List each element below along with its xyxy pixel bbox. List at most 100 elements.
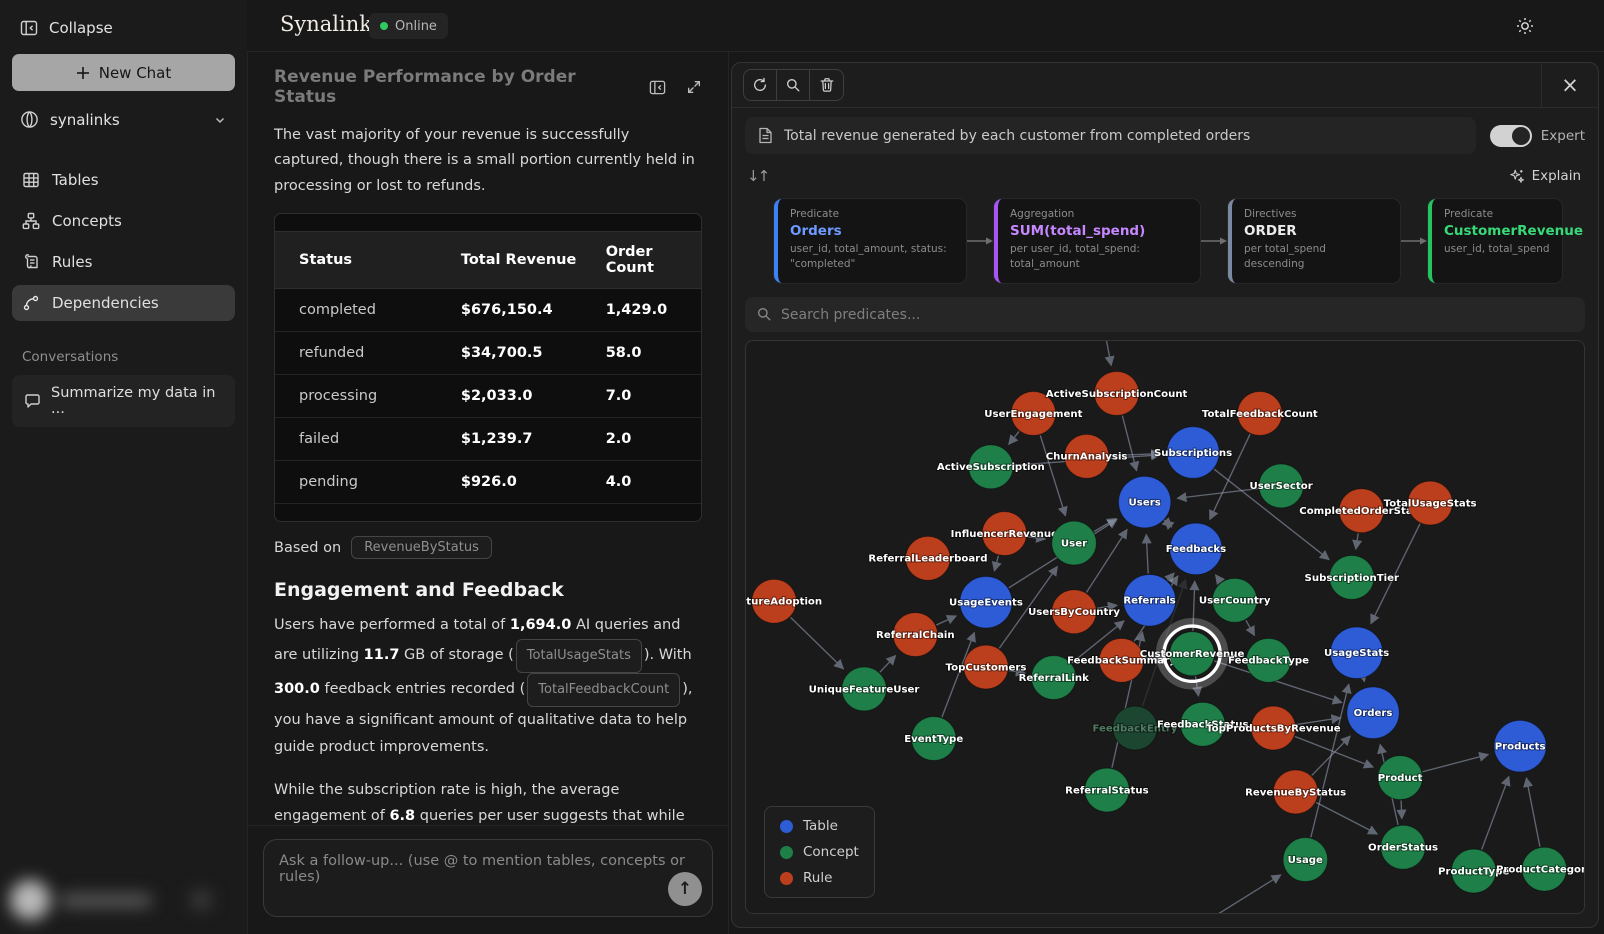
revenue-table: Status Total Revenue Order Count complet…: [274, 213, 702, 523]
collapse-chat-panel-icon[interactable]: [649, 79, 666, 96]
pipeline-step-sum-total-spend-[interactable]: Aggregation SUM(total_spend) per user_id, …: [994, 199, 1200, 283]
sidebar-item-dependencies[interactable]: Dependencies: [12, 285, 235, 321]
graph-node-FeatureAdoption[interactable]: FeatureAdoption: [746, 578, 823, 624]
graph-node-FeedbackEntry[interactable]: FeedbackEntry: [1091, 705, 1179, 751]
graph-node-SubscriptionTier[interactable]: SubscriptionTier: [1304, 555, 1400, 600]
node-label: Products: [1495, 742, 1546, 753]
highlight-glow: [1155, 617, 1229, 690]
expert-label: Expert: [1540, 127, 1585, 144]
graph-edge: [1189, 580, 1200, 631]
legend-dot: [780, 819, 793, 833]
sidebar-item-tables[interactable]: Tables: [12, 162, 235, 198]
highlight-ring: [1162, 624, 1222, 684]
graph-node-ReferralLeaderboard[interactable]: ReferralLeaderboard: [867, 535, 988, 581]
node-label: UsageEvents: [949, 598, 1023, 609]
graph-node-InfluencerRevenue[interactable]: InfluencerRevenue: [950, 511, 1059, 556]
graph-node-ReferralChain[interactable]: ReferralChain: [875, 612, 956, 658]
graph-node-Subscriptions[interactable]: Subscriptions: [1153, 426, 1233, 479]
pipeline-step-customerrevenue[interactable]: Predicate CustomerRevenue user_id, total_s…: [1428, 199, 1583, 283]
sidebar-item-concepts[interactable]: Concepts: [12, 203, 235, 239]
graph-node-ChurnAnalysis[interactable]: ChurnAnalysis: [1045, 433, 1128, 479]
composer: ↑: [248, 825, 728, 934]
query-summary[interactable]: Total revenue generated by each customer…: [745, 117, 1476, 154]
graph-node-Orders[interactable]: Orders: [1346, 686, 1400, 740]
graph-node-UsersByCountry[interactable]: UsersByCountry: [1027, 589, 1121, 635]
theme-toggle-button[interactable]: [1516, 17, 1534, 35]
pipeline-step-order[interactable]: Directives ORDER per total_spend descendin…: [1228, 199, 1400, 283]
conversation-title: Summarize my data in ...: [51, 385, 216, 417]
graph-edge: [1071, 620, 1125, 664]
search-predicates-input[interactable]: [745, 297, 1585, 332]
explain-button[interactable]: Explain: [1509, 168, 1581, 184]
graph-node-Products[interactable]: Products: [1493, 719, 1547, 773]
graph-node-Product[interactable]: Product: [1377, 755, 1424, 801]
graph-node-ReferralStatus[interactable]: ReferralStatus: [1064, 767, 1150, 813]
graph-node-ReferralLink[interactable]: ReferralLink: [1018, 655, 1090, 700]
refresh-button[interactable]: [744, 70, 777, 100]
source-chip[interactable]: RevenueByStatus: [351, 536, 492, 560]
expand-icon[interactable]: [686, 79, 702, 95]
sidebar-item-rules[interactable]: Rules: [12, 244, 235, 280]
workspace-selector[interactable]: synalinks: [12, 103, 235, 136]
node-circle: [1493, 719, 1547, 773]
collapse-sidebar-button[interactable]: Collapse: [12, 12, 235, 44]
graph-node-FeedbackSummary[interactable]: FeedbackSummary: [1066, 637, 1177, 683]
graph-node-RevenueByStatus[interactable]: RevenueByStatus: [1244, 769, 1347, 815]
node-circle: [1169, 631, 1215, 677]
document-icon: [758, 127, 773, 144]
graph-node-ProductType[interactable]: ProductType: [1437, 848, 1510, 894]
graph-node-UserEngagement[interactable]: UserEngagement: [983, 391, 1084, 436]
pipeline-arrow-icon: [966, 236, 994, 246]
expert-toggle[interactable]: [1489, 124, 1532, 147]
graph-node-ActiveSubscription[interactable]: ActiveSubscription: [936, 444, 1046, 490]
send-button[interactable]: ↑: [668, 872, 702, 906]
graph-node-Referrals[interactable]: Referrals: [1122, 574, 1177, 627]
node-label: TopCustomers: [946, 662, 1027, 673]
graph-edge: [1214, 574, 1226, 586]
conversation-item[interactable]: Summarize my data in ...: [12, 375, 235, 427]
graph-node-Feedbacks[interactable]: Feedbacks: [1165, 522, 1227, 576]
graph-node-TopProductsByRevenue[interactable]: TopProductsByRevenue: [1205, 705, 1342, 751]
trash-button[interactable]: [810, 70, 843, 100]
graph-node-OrderStatus[interactable]: OrderStatus: [1367, 824, 1439, 870]
graph-node-UniqueFeatureUser[interactable]: UniqueFeatureUser: [808, 666, 920, 712]
graph-node-FeedbackStatus[interactable]: FeedbackStatus: [1156, 701, 1249, 747]
graph-legend: Table Concept Rule: [764, 806, 875, 898]
node-circle: [1282, 837, 1329, 883]
graph-node-TopCustomers[interactable]: TopCustomers: [945, 644, 1027, 690]
graph-node-User[interactable]: User: [1051, 520, 1097, 566]
graph-node-Users[interactable]: Users: [1118, 475, 1172, 529]
new-chat-button[interactable]: New Chat: [12, 54, 235, 91]
source-chip[interactable]: TotalFeedbackCount: [527, 672, 681, 708]
pipeline-step-orders[interactable]: Predicate Orders user_id, total_amount, st…: [774, 199, 966, 283]
graph-edge: [1141, 533, 1152, 574]
user-account-blurred[interactable]: [10, 878, 225, 922]
graph-node-Usage[interactable]: Usage: [1282, 837, 1329, 883]
graph-node-FeedbackType[interactable]: FeedbackType: [1227, 637, 1310, 683]
graph-node-ProductCategory[interactable]: ProductCategory: [1495, 846, 1584, 892]
dependency-graph[interactable]: UserEngagement ActiveSubscriptionCount Chu…: [745, 340, 1585, 914]
graph-node-CustomerRevenue[interactable]: CustomerRevenue: [1139, 617, 1246, 690]
graph-edge: [1218, 874, 1282, 913]
graph-node-CompletedOrderStats[interactable]: CompletedOrderStats: [1298, 488, 1425, 534]
graph-edge: [1144, 652, 1165, 663]
graph-node-TotalUsageStats[interactable]: TotalUsageStats: [1383, 480, 1478, 526]
close-panel-button[interactable]: ×: [1541, 63, 1598, 107]
graph-node-EventType[interactable]: EventType: [903, 716, 964, 761]
followup-input[interactable]: [264, 840, 712, 916]
node-label: ReferralLink: [1019, 673, 1090, 684]
graph-node-TotalFeedbackCount[interactable]: TotalFeedbackCount: [1201, 391, 1319, 436]
col-header-total-revenue: Total Revenue: [436, 231, 582, 290]
graph-node-UserSector[interactable]: UserSector: [1249, 463, 1314, 509]
graph-node-UsageStats[interactable]: UsageStats: [1323, 626, 1390, 679]
search-icon: [756, 306, 772, 322]
node-circle: [1338, 488, 1385, 534]
graph-node-ActiveSubscriptionCount[interactable]: ActiveSubscriptionCount: [1045, 371, 1189, 416]
graph-node-UserCountry[interactable]: UserCountry: [1198, 577, 1272, 623]
node-circle: [1407, 480, 1453, 526]
graph-node-UsageEvents[interactable]: UsageEvents: [948, 575, 1024, 629]
source-chip[interactable]: TotalUsageStats: [515, 638, 642, 673]
search-button[interactable]: [777, 70, 810, 100]
node-circle: [1030, 655, 1077, 700]
sort-icon[interactable]: ↓↑: [747, 167, 770, 185]
